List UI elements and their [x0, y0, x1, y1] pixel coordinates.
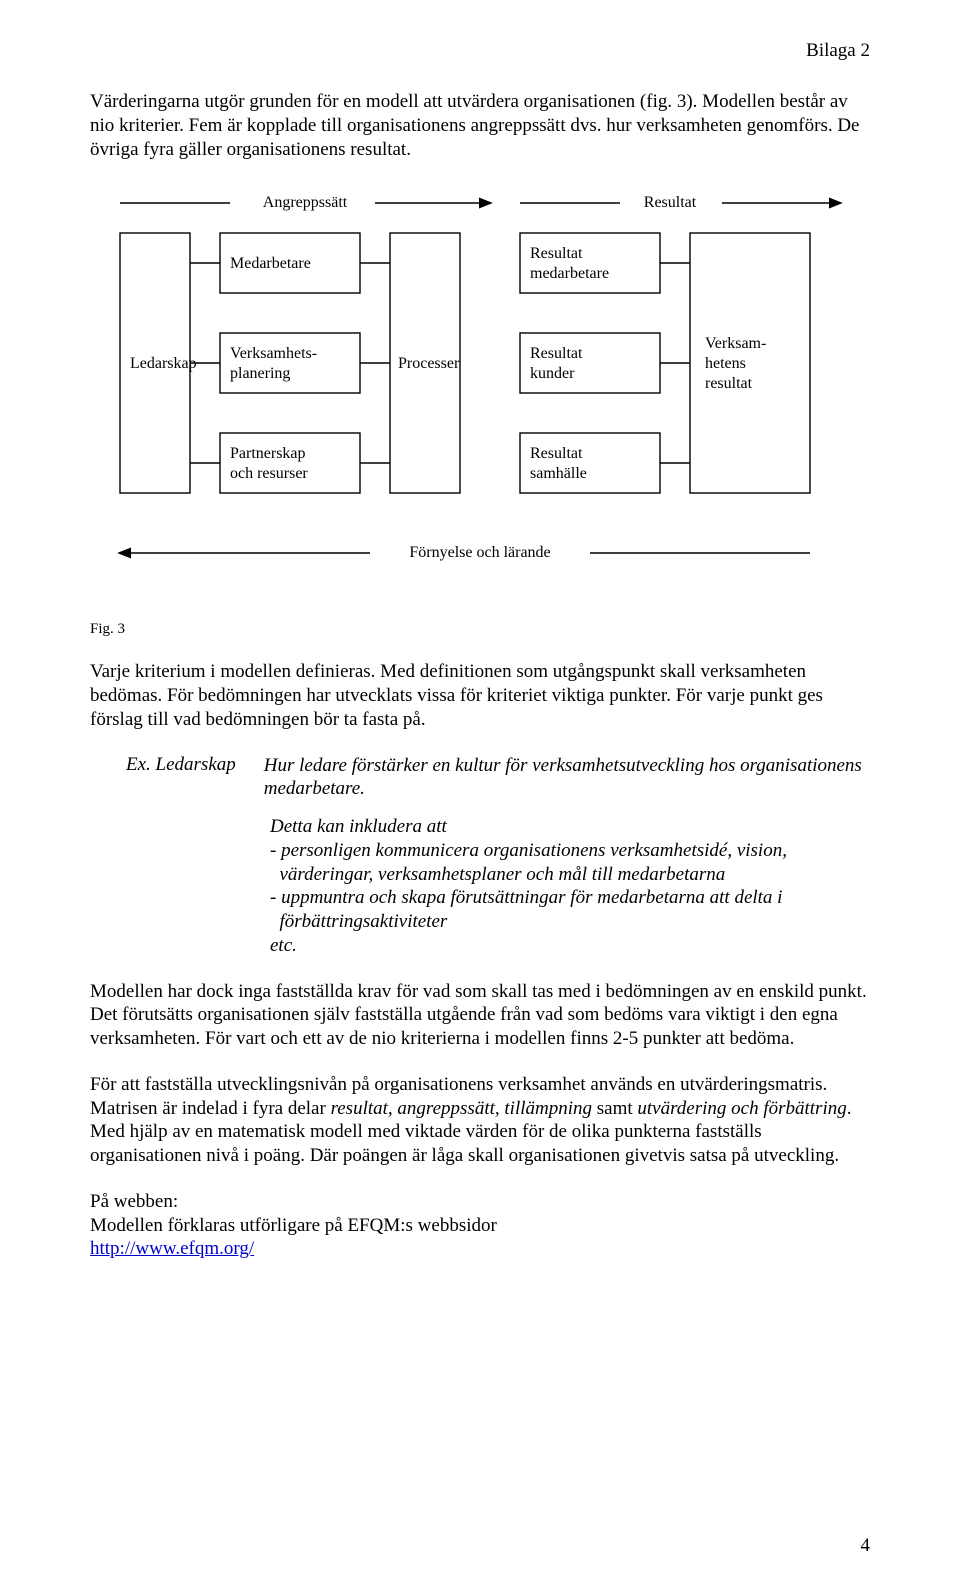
label-partnerskap-1: Partnerskap — [230, 445, 306, 462]
web-text: Modellen förklaras utförligare på EFQM:s… — [90, 1215, 497, 1236]
paragraph-3: För att fastställa utvecklingsnivån på o… — [90, 1073, 870, 1168]
label-verk-res-1: Verksam- — [705, 335, 766, 352]
page-number: 4 — [861, 1535, 871, 1557]
after-fig-paragraph: Varje kriterium i modellen definieras. M… — [90, 660, 870, 731]
diagram-header-left: Angreppssätt — [263, 194, 348, 211]
document-page: Bilaga 2 Värderingarna utgör grunden för… — [0, 0, 960, 1589]
example-line-c: värderingar, verksamhetsplaner och mål t… — [270, 864, 725, 885]
example-body-1: Hur ledare förstärker en kultur för verk… — [264, 754, 870, 802]
label-res-sam-1: Resultat — [530, 445, 583, 462]
figure-label: Fig. 3 — [90, 621, 870, 638]
example-line-e: förbättringsaktiviteter — [270, 911, 447, 932]
example-line-a: Detta kan inkludera att — [270, 816, 447, 837]
web-link[interactable]: http://www.efqm.org/ — [90, 1238, 254, 1259]
label-res-sam-2: samhälle — [530, 465, 587, 482]
label-res-kund-1: Resultat — [530, 345, 583, 362]
feedback-label: Förnyelse och lärande — [409, 544, 550, 561]
box-res-samhalle — [520, 433, 660, 493]
example-block: Ex. Ledarskap Hur ledare förstärker en k… — [90, 754, 870, 802]
label-medarbetare: Medarbetare — [230, 255, 311, 272]
example-label: Ex. Ledarskap — [126, 754, 236, 802]
label-verk-res-3: resultat — [705, 375, 753, 392]
box-res-medarbetare — [520, 233, 660, 293]
header-bilaga: Bilaga 2 — [806, 40, 870, 62]
box-res-kunder — [520, 333, 660, 393]
label-verksamhetsplanering-1: Verksamhets- — [230, 345, 317, 362]
p3-i2: utvärdering och förbättring — [637, 1098, 846, 1119]
label-partnerskap-2: och resurser — [230, 465, 308, 482]
label-processer: Processer — [398, 355, 460, 372]
example-line-d: - uppmuntra och skapa förutsättningar fö… — [270, 887, 782, 908]
example-line-b: - personligen kommunicera organisationen… — [270, 840, 787, 861]
label-res-kund-2: kunder — [530, 365, 575, 382]
diagram-header-right: Resultat — [644, 194, 697, 211]
p3-b: samt — [592, 1098, 637, 1119]
label-res-med-1: Resultat — [530, 245, 583, 262]
p3-i: resultat, angreppssätt, tillämpning — [331, 1098, 592, 1119]
box-verksamhetsplanering — [220, 333, 360, 393]
example-body-2: Detta kan inkludera att - personligen ko… — [270, 815, 870, 958]
web-block: På webben: Modellen förklaras utförligar… — [90, 1190, 870, 1261]
label-verksamhetsplanering-2: planering — [230, 365, 290, 382]
web-label: På webben: — [90, 1191, 178, 1212]
label-res-med-2: medarbetare — [530, 265, 609, 282]
efqm-diagram: Angreppssätt Resultat Ledarskap Medarbet… — [90, 183, 870, 603]
paragraph-2: Modellen har dock inga fastställda krav … — [90, 980, 870, 1051]
example-line-f: etc. — [270, 935, 297, 956]
box-partnerskap — [220, 433, 360, 493]
label-ledarskap: Ledarskap — [130, 355, 197, 372]
label-verk-res-2: hetens — [705, 355, 746, 372]
intro-paragraph: Värderingarna utgör grunden för en model… — [90, 90, 870, 161]
